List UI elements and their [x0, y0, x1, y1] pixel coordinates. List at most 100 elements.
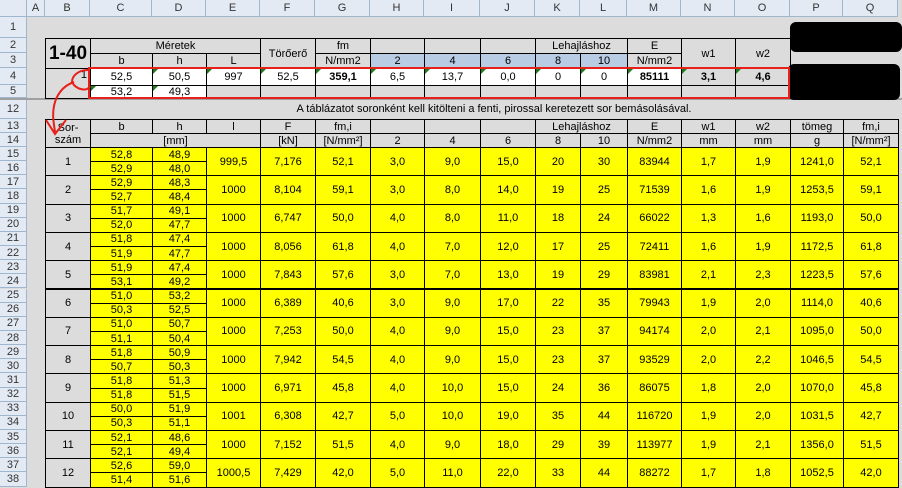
record-h2[interactable]: 50,3	[152, 359, 207, 375]
record-F[interactable]: 8,104	[260, 175, 316, 205]
column-header-N[interactable]: N	[681, 0, 735, 17]
unit-w2[interactable]: mm	[735, 133, 791, 148]
record-h2[interactable]: 48,4	[152, 189, 207, 205]
row-header-15[interactable]: 15	[0, 147, 27, 162]
record-fm[interactable]: 45,8	[315, 373, 371, 403]
record-number[interactable]: 10	[45, 401, 91, 431]
record-b1[interactable]: 50,0	[90, 401, 153, 417]
record-w2[interactable]: 1,9	[735, 147, 791, 177]
unit-deflection-2[interactable]: 2	[370, 133, 425, 148]
record-E[interactable]: 88272	[627, 458, 682, 488]
record-l[interactable]: 1001	[206, 401, 261, 431]
row-header-29[interactable]: 29	[0, 345, 27, 360]
input-fm[interactable]: 359,1	[315, 68, 371, 86]
record-deflection-4[interactable]: 9,0	[424, 316, 481, 347]
record-number[interactable]: 3	[45, 203, 91, 233]
record-w1[interactable]: 1,6	[681, 231, 736, 262]
record-b2[interactable]: 51,8	[90, 387, 153, 403]
row-header-21[interactable]: 21	[0, 231, 27, 247]
record-b2[interactable]: 51,1	[90, 330, 153, 347]
input-h2[interactable]: 49,3	[152, 85, 207, 99]
record-h1[interactable]: 48,9	[152, 147, 207, 163]
record-deflection-2[interactable]: 5,0	[370, 458, 425, 488]
record-b1[interactable]: 52,9	[90, 175, 153, 191]
record-b1[interactable]: 51,0	[90, 288, 153, 304]
record-deflection-10[interactable]: 39	[580, 430, 628, 460]
record-b2[interactable]: 50,7	[90, 359, 153, 375]
record-deflection-8[interactable]: 29	[535, 430, 581, 460]
record-fm[interactable]: 59,1	[315, 175, 371, 205]
record-deflection-2[interactable]: 4,0	[370, 231, 425, 262]
header-h[interactable]: h	[152, 53, 207, 69]
column-header-F[interactable]: F	[260, 0, 315, 17]
record-deflection-10[interactable]: 30	[580, 147, 628, 177]
record-tomeg[interactable]: 1253,5	[790, 175, 844, 205]
record-E[interactable]: 83944	[627, 147, 682, 177]
record-deflection-2[interactable]: 4,0	[370, 430, 425, 460]
unit-tomeg[interactable]: g	[790, 133, 844, 148]
record-deflection-6[interactable]: 15,0	[480, 345, 536, 375]
record-h1[interactable]: 47,4	[152, 231, 207, 248]
record-deflection-2[interactable]: 3,0	[370, 175, 425, 205]
record-h2[interactable]: 51,6	[152, 472, 207, 488]
record-tomeg[interactable]: 1193,0	[790, 203, 844, 233]
record-deflection-2[interactable]: 3,0	[370, 260, 425, 290]
record-w2[interactable]: 2,0	[735, 401, 791, 431]
header-toroero[interactable]: Törőerő	[260, 38, 316, 69]
record-w2[interactable]: 1,9	[735, 175, 791, 205]
input-deflection-4[interactable]: 13,7	[424, 68, 481, 86]
header-b[interactable]: b	[90, 119, 153, 134]
record-w1[interactable]: 1,6	[681, 175, 736, 205]
row-header-22[interactable]: 22	[0, 246, 27, 261]
record-E[interactable]: 83981	[627, 260, 682, 290]
header-F[interactable]: F	[260, 119, 316, 134]
record-b1[interactable]: 51,0	[90, 316, 153, 332]
header-blank[interactable]	[480, 119, 536, 134]
record-b1[interactable]: 51,8	[90, 231, 153, 248]
record-tomeg[interactable]: 1070,0	[790, 373, 844, 403]
select-all-corner[interactable]	[0, 0, 27, 17]
row-header-1[interactable]: 1	[0, 17, 27, 38]
input-F[interactable]: 52,5	[260, 68, 316, 86]
input-blank[interactable]	[370, 85, 425, 99]
record-fm[interactable]: 40,6	[315, 288, 371, 318]
input-h1[interactable]: 50,5	[152, 68, 207, 86]
record-F[interactable]: 7,843	[260, 260, 316, 290]
unit-mm[interactable]: [mm]	[90, 133, 261, 148]
record-deflection-2[interactable]: 3,0	[370, 147, 425, 177]
record-h2[interactable]: 49,4	[152, 444, 207, 460]
row-header-28[interactable]: 28	[0, 330, 27, 346]
record-deflection-10[interactable]: 44	[580, 458, 628, 488]
record-h1[interactable]: 53,2	[152, 288, 207, 304]
record-F[interactable]: 6,971	[260, 373, 316, 403]
record-deflection-8[interactable]: 23	[535, 316, 581, 347]
record-F[interactable]: 8,056	[260, 231, 316, 262]
record-h2[interactable]: 51,5	[152, 387, 207, 403]
input-E[interactable]: 85111	[627, 68, 682, 86]
record-deflection-4[interactable]: 9,0	[424, 430, 481, 460]
unit-fmi2[interactable]: [N/mm²]	[843, 133, 899, 148]
record-number[interactable]: 12	[45, 458, 91, 488]
header-deflection-6[interactable]: 6	[480, 53, 536, 69]
record-b1[interactable]: 52,6	[90, 458, 153, 474]
column-header-E[interactable]: E	[206, 0, 260, 17]
header-deflection-10[interactable]: 10	[580, 53, 628, 69]
record-tomeg[interactable]: 1052,5	[790, 458, 844, 488]
record-deflection-4[interactable]: 9,0	[424, 288, 481, 318]
record-E[interactable]: 72411	[627, 231, 682, 262]
input-blank[interactable]	[315, 85, 371, 99]
record-E[interactable]: 93529	[627, 345, 682, 375]
record-deflection-4[interactable]: 9,0	[424, 345, 481, 375]
record-tomeg[interactable]: 1095,0	[790, 316, 844, 347]
record-deflection-8[interactable]: 35	[535, 401, 581, 431]
row-header-25[interactable]: 25	[0, 288, 27, 303]
unit-w1[interactable]: mm	[681, 133, 736, 148]
record-deflection-2[interactable]: 3,0	[370, 288, 425, 318]
record-deflection-6[interactable]: 15,0	[480, 316, 536, 347]
record-F[interactable]: 6,308	[260, 401, 316, 431]
column-header-G[interactable]: G	[315, 0, 370, 17]
header-w2[interactable]: w2	[735, 38, 791, 69]
record-E[interactable]: 94174	[627, 316, 682, 347]
header-blank[interactable]	[424, 119, 481, 134]
header-sorszam[interactable]: Sor- szám	[45, 119, 91, 148]
